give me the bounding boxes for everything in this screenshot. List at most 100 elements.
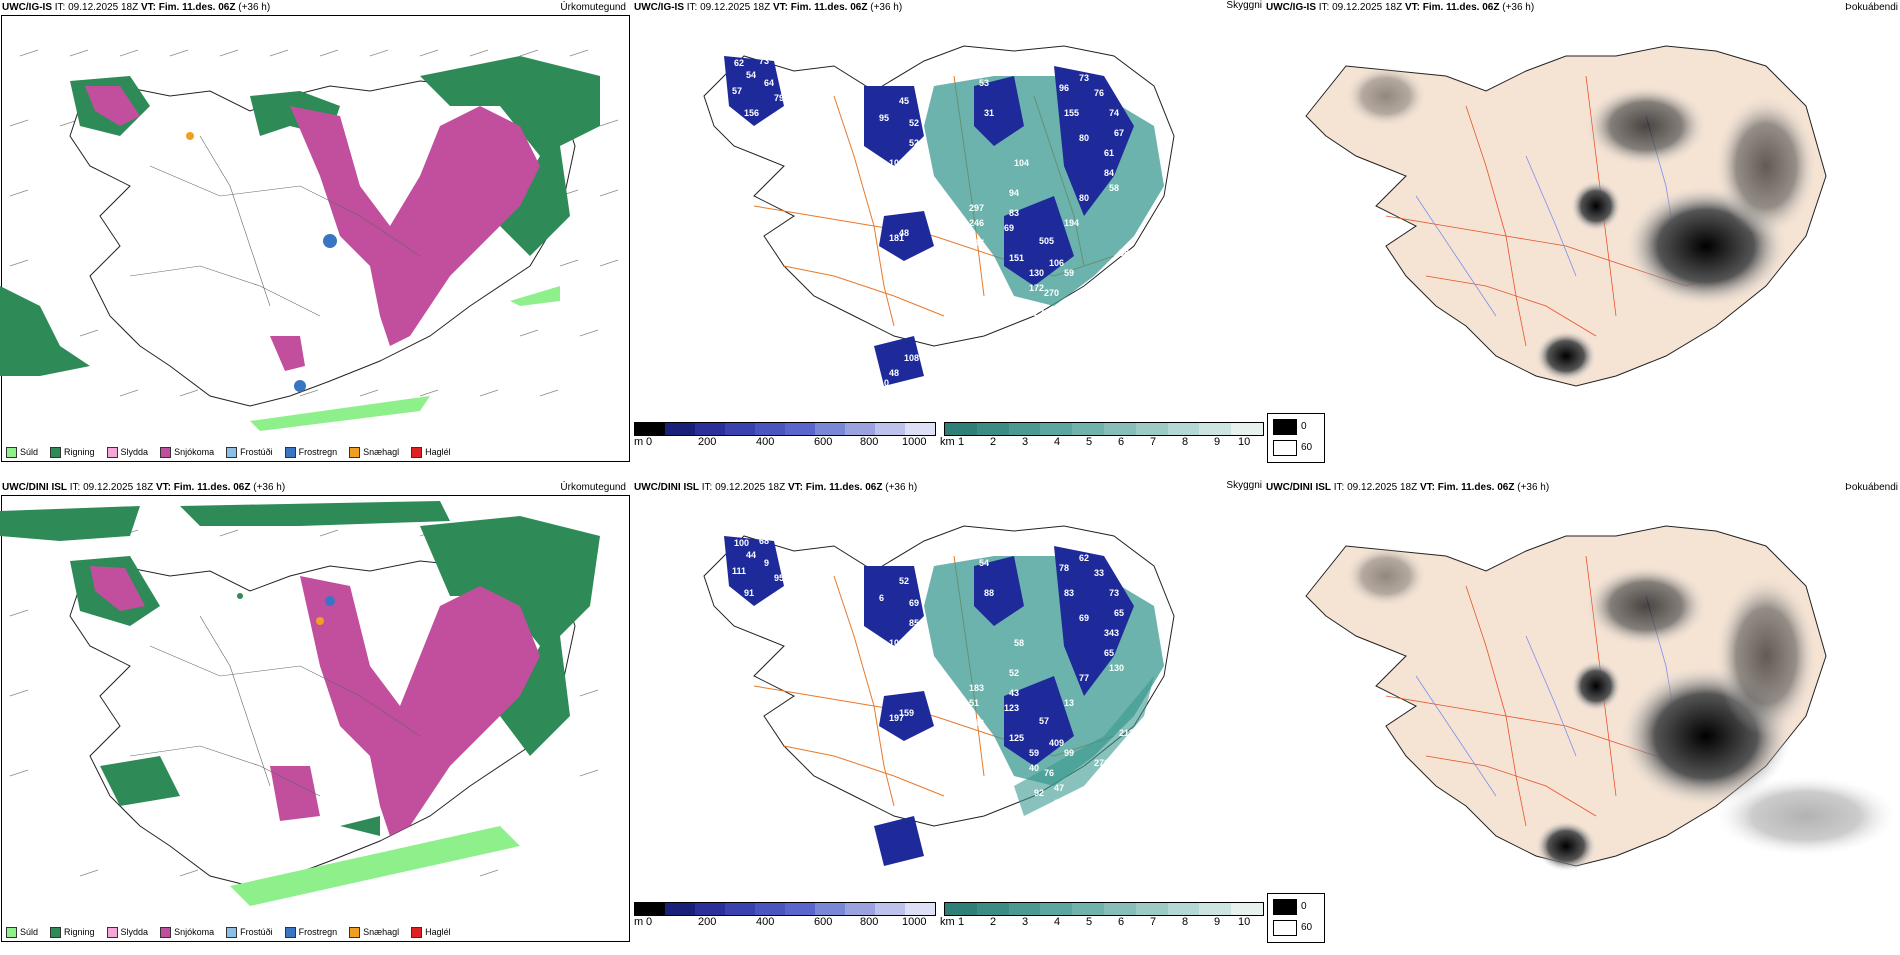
vis-tick: 8 [1182,916,1189,928]
legend-swatch [411,446,423,458]
visibility-value-label: 61 [1104,148,1114,158]
visibility-title: Skyggni [1226,0,1262,11]
legend-item: Rigning [50,926,95,938]
legend-label: Súld [20,447,39,457]
visibility-value-label: 118 [909,173,924,183]
legend-item: Snæhagl [349,926,399,938]
visibility-value-label: 108 [889,158,904,168]
precip-type-title: Úrkomutegund [560,2,626,13]
panel-frame [1,495,630,942]
visibility-value-label: 91 [744,588,754,598]
fog-map[interactable] [1266,496,1900,926]
init-time: IT: 09.12.2025 18Z [1333,482,1418,493]
init-time: IT: 09.12.2025 18Z [1318,2,1403,13]
init-time: IT: 09.12.2025 18Z [54,2,139,13]
visibility-value-label: 172 [1029,283,1044,293]
legend-label: Snæhagl [363,447,400,457]
visibility-value-label: 69 [1079,613,1089,623]
legend-swatch [106,446,118,458]
lead-time: (+36 h) [253,482,286,493]
legend-item: Haglél [411,446,451,458]
fog-map[interactable] [1266,16,1900,446]
vis-tick: 7 [1150,916,1157,928]
visibility-value-label: 58 [1109,183,1119,193]
visibility-panel: UWC/DINI ISL IT: 09.12.2025 18Z VT: Fim.… [634,480,1264,950]
height-tick: 600 [814,436,833,448]
forecast-row-ig-is: UWC/IG-IS IT: 09.12.2025 18Z VT: Fim. 11… [0,0,1900,475]
legend-item: Haglél [411,926,451,938]
valid-time: VT: Fim. 11.des. 06Z [140,2,236,13]
vis-tick: 1 [958,436,965,448]
visibility-value-label: 409 [1049,738,1064,748]
visibility-value-label: 194 [1064,218,1079,228]
visibility-value-label: 52 [909,138,919,148]
legend-label: Slydda [120,447,149,457]
legend-label: Haglél [425,447,451,457]
fog-swatch-light [1273,440,1297,456]
legend-label: Frostúði [240,447,273,457]
legend-item: Rigning [50,446,95,458]
legend-swatch [226,926,238,938]
legend-item: Frostúði [226,926,273,938]
visibility-value-label: 273 [1034,308,1049,318]
height-tick: 400 [756,916,775,928]
legend-swatch [349,926,361,938]
visibility-value-label: 73 [1079,73,1089,83]
visibility-value-label: 100 [734,538,749,548]
vis-tick: 2 [990,436,997,448]
visibility-value-label: 95 [774,573,784,583]
visibility-colorbar [944,902,1264,916]
visibility-value-label: 73 [759,56,769,66]
legend-label: Súld [20,927,39,937]
visibility-value-label: 183 [969,683,984,693]
visibility-value-label: 111 [732,566,746,576]
legend-swatch [226,446,238,458]
init-time: IT: 09.12.2025 18Z [701,482,786,493]
visibility-value-label: 59 [1029,748,1039,758]
visibility-colorbar [944,422,1264,436]
fog-title: Þokuábendi [1845,482,1898,493]
vis-tick: 3 [1022,916,1029,928]
legend-swatch [349,446,361,458]
visibility-value-label: 104 [1014,158,1029,168]
fog-panel: UWC/DINI ISL IT: 09.12.2025 18Z VT: Fim.… [1266,480,1900,950]
valid-time: VT: Fim. 11.des. 06Z [1419,482,1515,493]
fog-tick: 60 [1301,922,1313,933]
visibility-value-label: 97 [974,238,984,248]
visibility-value-label: 68 [759,536,769,546]
height-tick: 200 [698,916,717,928]
legend-item: Súld [6,446,39,458]
legend-label: Frostregn [298,447,338,457]
vis-tick: 4 [1054,436,1061,448]
visibility-panel: UWC/IG-IS IT: 09.12.2025 18Z VT: Fim. 11… [634,0,1264,470]
visibility-value-label: 48 [889,368,899,378]
height-tick: 1000 [902,436,927,448]
legend-swatch [6,446,17,458]
fog-swatch-dark [1273,419,1297,435]
visibility-value-label: 6 [879,593,884,603]
visibility-value-label: 84 [1104,168,1114,178]
visibility-value-label: 271 [1094,758,1109,768]
fog-swatch-light [1273,920,1297,936]
visibility-value-label: 92 [1034,788,1044,798]
legend-item: Súld [6,926,39,938]
precip-type-map[interactable] [0,16,630,446]
height-colorbar [634,902,936,916]
visibility-value-label: 212 [1119,728,1134,738]
precip-type-map[interactable] [0,496,630,926]
visibility-value-label: 33 [1094,568,1104,578]
precip-type-panel: UWC/IG-IS IT: 09.12.2025 18Z VT: Fim. 11… [0,0,632,470]
visibility-value-label: 78 [769,118,779,128]
height-tick: 1000 [902,916,927,928]
legend-item: Snjókoma [160,446,214,458]
visibility-value-label: 45 [899,96,909,106]
legend-swatch [160,446,172,458]
legend-item: Frostregn [284,446,338,458]
model-name: UWC/IG-IS [2,2,52,13]
visibility-value-label: 123 [1004,703,1019,713]
visibility-value-label: 99 [1064,748,1074,758]
